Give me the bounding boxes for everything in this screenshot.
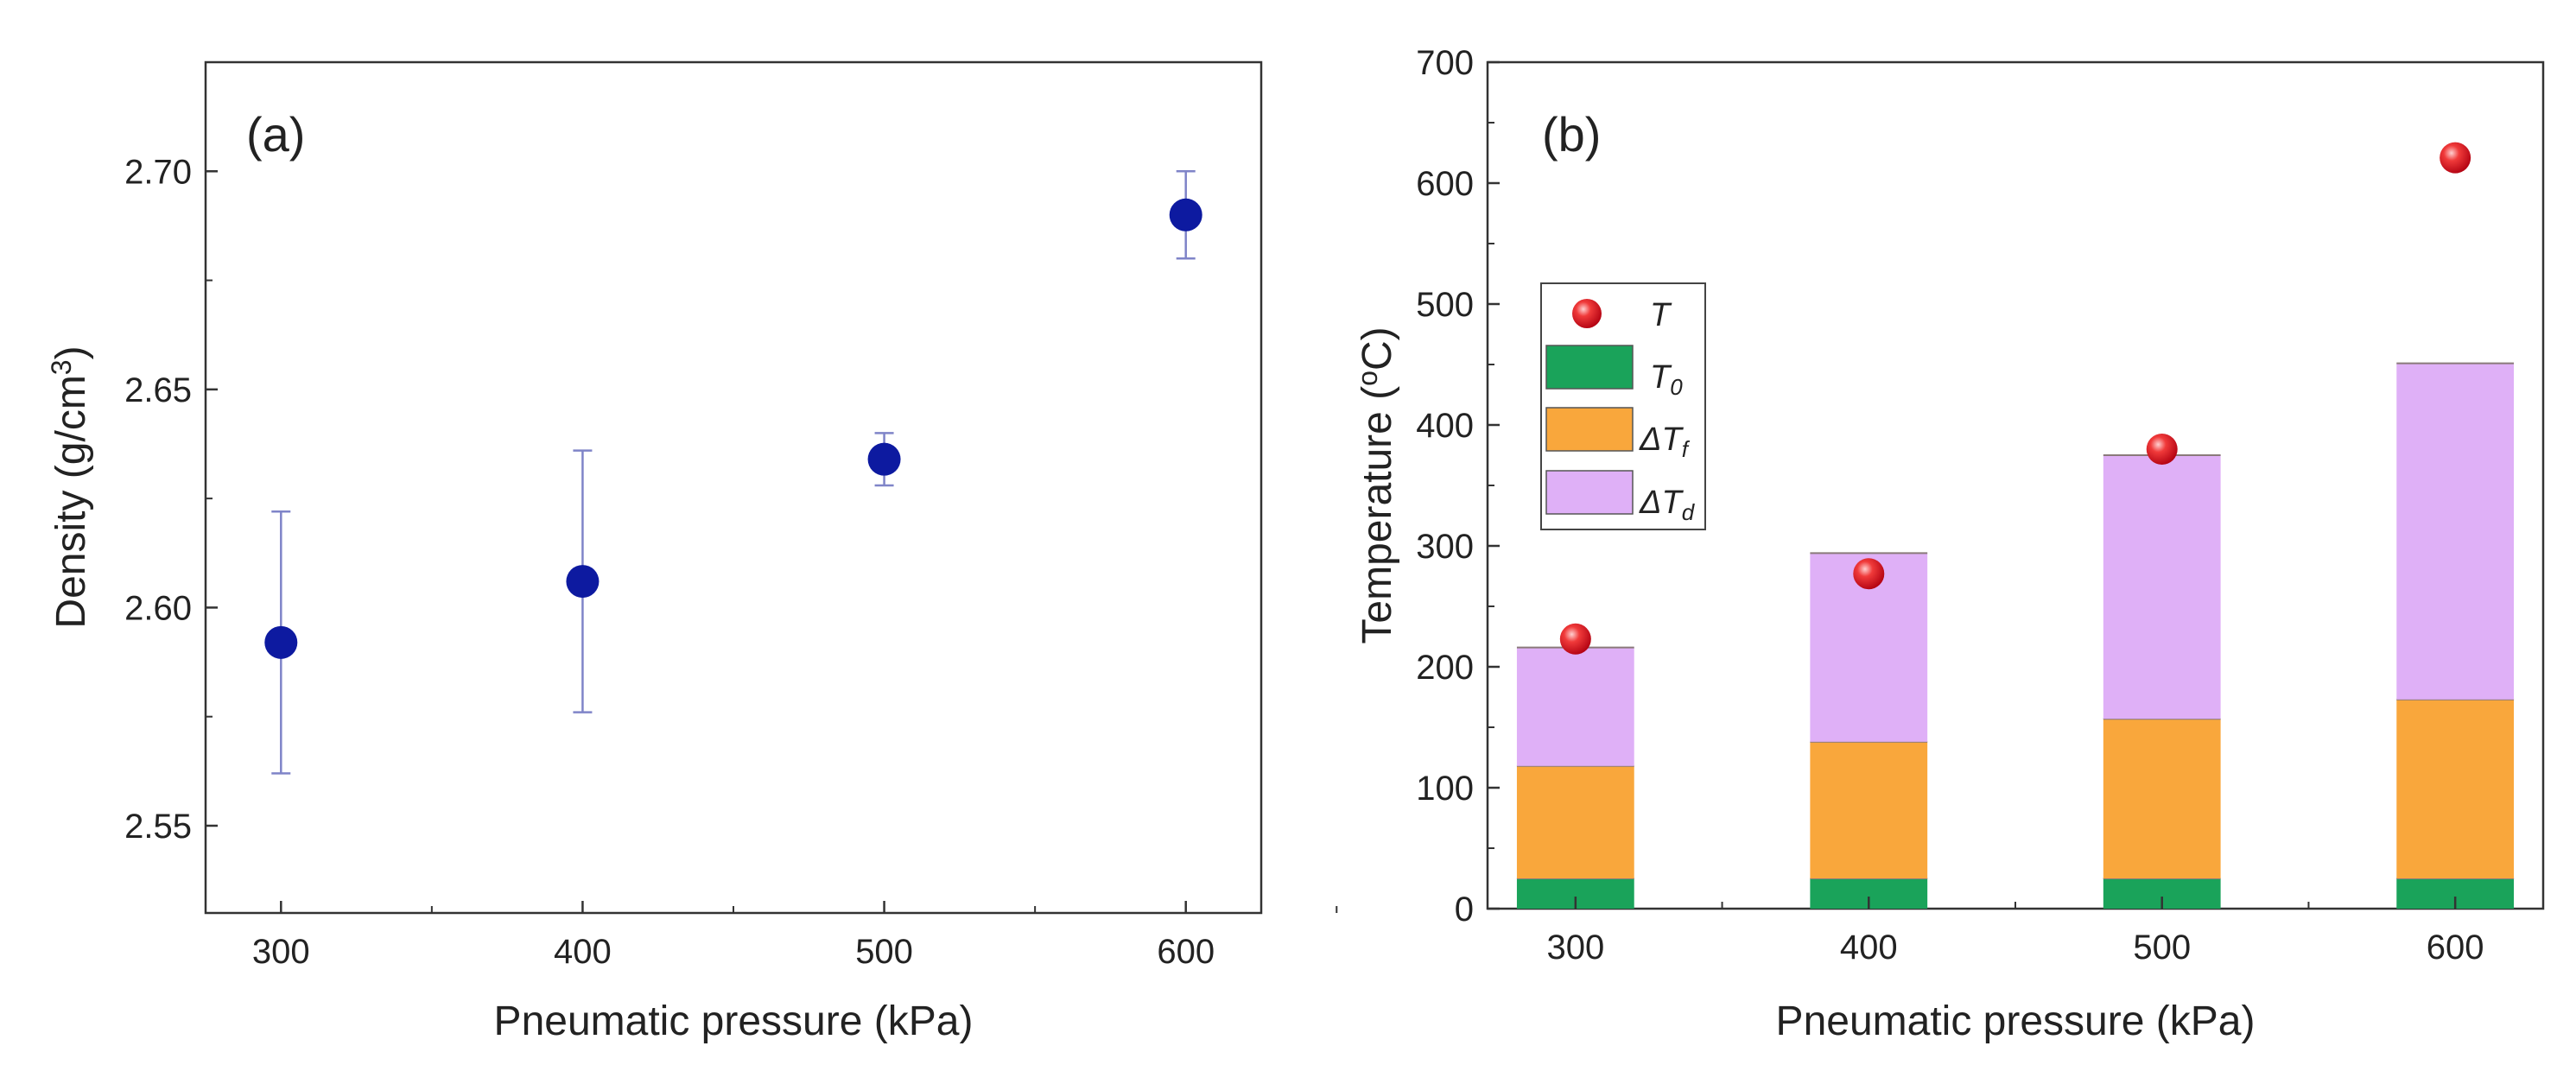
panel-a-y-title-sup: 3	[46, 359, 77, 375]
y-tick-label: 500	[1416, 286, 1474, 324]
legend-swatch-t0	[1545, 345, 1634, 390]
density-point	[566, 565, 600, 599]
panel-a-x-axis: 300 400 500 600	[252, 901, 1338, 971]
legend-label-t: T	[1650, 297, 1672, 333]
panel-a-y-title-close: )	[48, 345, 94, 359]
y-tick-label: 2.65	[124, 371, 192, 409]
bar-segment-delta-td	[1516, 647, 1634, 766]
x-tick-label: 300	[252, 933, 310, 971]
panel-a-label: (a)	[246, 107, 305, 162]
y-tick-label: 2.70	[124, 153, 192, 191]
density-point	[867, 442, 901, 476]
legend-label-td: ΔTd	[1639, 485, 1696, 525]
x-tick-label: 400	[554, 933, 612, 971]
y-tick-label: 300	[1416, 528, 1474, 566]
bar-segment-delta-tf	[2103, 719, 2221, 878]
temperature-point	[2146, 434, 2178, 465]
panel-a-y-axis: 2.55 2.60 2.65 2.70	[124, 61, 218, 846]
panel-b-y-title-main: Temperature (	[1355, 386, 1400, 644]
density-point	[1169, 198, 1202, 231]
panel-a-y-axis-title: Density (g/cm3)	[46, 345, 94, 628]
temperature-point	[1559, 623, 1591, 655]
panel-b-temperature-points	[1559, 142, 2471, 655]
y-tick-label: 2.55	[124, 808, 192, 846]
panel-a-y-title-main: Density (g/cm	[48, 375, 94, 628]
bar-segment-delta-tf	[2396, 699, 2515, 878]
legend-label-t0: T0	[1650, 359, 1683, 400]
panel-b-x-axis: 300 400 500 600	[1546, 897, 2484, 967]
panel-b-y-axis: 0 100 200 300 400 500 600 700	[1416, 44, 1500, 929]
x-tick-label: 500	[855, 933, 913, 971]
y-tick-label: 600	[1416, 165, 1474, 203]
x-tick-label: 600	[1157, 933, 1215, 971]
panel-a-data-series	[264, 170, 1202, 775]
y-tick-label: 400	[1416, 407, 1474, 445]
panel-a-density-chart: (a) 2.55 2.60 2.65 2.70 300 400 500 600 Pneuma…	[46, 60, 1338, 1044]
x-tick-label: 500	[2133, 929, 2191, 967]
panel-a-x-axis-title: Pneumatic pressure (kPa)	[494, 998, 974, 1044]
y-tick-label: 700	[1416, 44, 1474, 82]
density-point	[264, 625, 298, 659]
y-tick-label: 200	[1416, 649, 1474, 687]
bar-segment-delta-td	[2103, 455, 2221, 719]
legend-swatch-tf	[1545, 407, 1634, 452]
panel-b-y-axis-title: Temperature (oC)	[1352, 326, 1400, 643]
bar-segment-delta-tf	[1516, 765, 1634, 878]
bar-segment-delta-tf	[1810, 741, 1928, 878]
y-tick-label: 0	[1455, 891, 1474, 929]
legend-label-tf: ΔTf	[1639, 422, 1691, 462]
x-tick-label: 400	[1840, 929, 1898, 967]
y-tick-label: 2.60	[124, 589, 192, 627]
x-tick-label: 300	[1546, 929, 1604, 967]
legend-symbol-t	[1572, 299, 1602, 328]
panel-b-legend: T T0 ΔTf ΔTd	[1540, 282, 1706, 530]
panel-a-frame	[204, 60, 1263, 915]
temperature-point	[2440, 142, 2471, 174]
x-tick-label: 600	[2427, 929, 2484, 967]
bar-segment-delta-td	[2396, 363, 2515, 700]
panel-b-label: (b)	[1542, 107, 1601, 162]
y-tick-label: 100	[1416, 770, 1474, 808]
panel-b-y-title-sup: o	[1352, 371, 1383, 386]
panel-b-y-title-close: C)	[1355, 326, 1400, 371]
temperature-point	[1853, 558, 1885, 590]
legend-swatch-td	[1545, 470, 1634, 515]
panel-b-x-axis-title: Pneumatic pressure (kPa)	[1776, 998, 2256, 1044]
